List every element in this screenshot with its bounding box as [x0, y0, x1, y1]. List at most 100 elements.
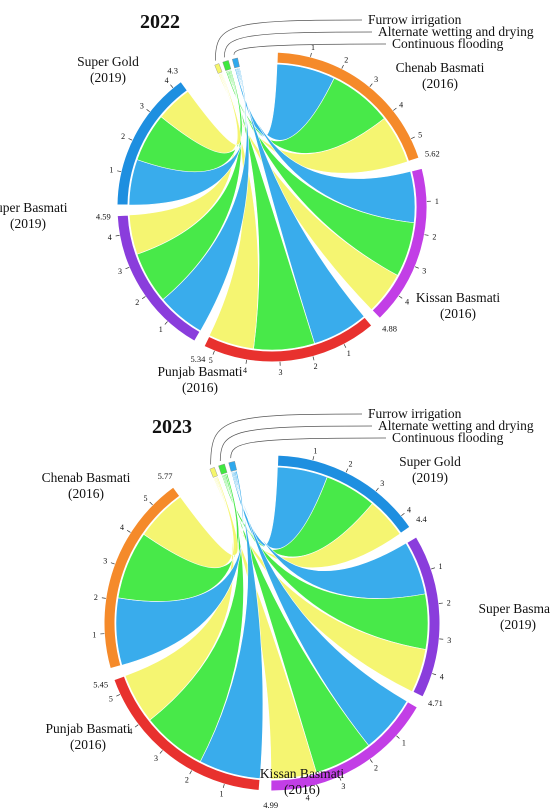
segment-year-kissan-basmati: (2016): [440, 306, 476, 321]
tick-mark: [401, 512, 405, 517]
segment-total-label: 4.71: [428, 698, 443, 708]
ticks-kissan-basmati: 1 2 3 4: [305, 735, 406, 802]
tick-label: 2: [349, 459, 353, 468]
tick-mark: [149, 501, 153, 506]
tick-label: 4: [243, 366, 247, 375]
segment-year-punjab-basmati: (2016): [182, 380, 218, 395]
segment-label-kissan-basmati: Kissan Basmati: [260, 766, 345, 781]
tick-mark: [343, 344, 347, 348]
segment-year-super-basmati: (2019): [10, 216, 46, 231]
tick-mark: [101, 597, 106, 599]
ticks-chenab-basmati: 1 2 3 4 5: [92, 494, 153, 639]
tick-label: 2: [314, 362, 318, 371]
tick-mark: [414, 266, 419, 269]
segment-super-basmati: [406, 536, 441, 698]
flow-source-alternate-wetting-and-drying: [222, 60, 232, 71]
legend-entry-continuous-flooding: Continuous flooding: [392, 36, 504, 51]
tick-label: 1: [159, 325, 163, 334]
tick-label: 3: [374, 75, 378, 84]
tick-label: 3: [103, 557, 107, 566]
tick-label: 1: [313, 446, 317, 455]
tick-label: 1: [347, 349, 351, 358]
tick-label: 2: [94, 593, 98, 602]
tick-mark: [212, 350, 215, 355]
segment-chenab-basmati: [103, 486, 181, 670]
tick-label: 4: [399, 100, 403, 109]
tick-label: 5: [418, 130, 422, 139]
tick-mark: [189, 770, 192, 775]
segment-total-label: 5.45: [93, 679, 108, 689]
ticks-super-basmati: 1 2 3 4: [108, 233, 168, 334]
tick-label: 4: [407, 505, 411, 514]
tick-label: 5: [143, 494, 147, 503]
tick-mark: [430, 567, 435, 570]
segment-year-super-basmati: (2019): [500, 617, 536, 632]
legend-leader-alternate-wetting-and-drying: [223, 31, 373, 58]
tick-label: 1: [92, 630, 96, 639]
segment-punjab-basmati: [203, 316, 373, 363]
tick-label: 2: [121, 132, 125, 141]
tick-label: 4: [306, 793, 310, 802]
tick-label: 1: [435, 197, 439, 206]
tick-label: 4: [128, 727, 132, 736]
tick-label: 3: [154, 754, 158, 763]
legend-entry-furrow-irrigation: Furrow irrigation: [368, 406, 462, 421]
tick-label: 3: [380, 479, 384, 488]
legend-entry-furrow-irrigation: Furrow irrigation: [368, 12, 462, 27]
tick-mark: [432, 673, 437, 676]
ticks-super-gold: 1 2 3 4: [109, 76, 174, 174]
tick-mark: [341, 64, 344, 69]
tick-label: 2: [344, 56, 348, 65]
ribbon-chenab-basmati-furrow-irrigation: [143, 476, 239, 569]
tick-label: 3: [341, 782, 345, 791]
tick-label: 2: [374, 763, 378, 772]
tick-label: 2: [135, 298, 139, 307]
segment-total-label: 4.99: [263, 800, 278, 810]
segment-label-super-basmati: Super Basmati: [0, 200, 68, 215]
segment-year-super-gold: (2019): [90, 70, 126, 85]
segment-label-super-basmati: Super Basmati: [478, 601, 550, 616]
tick-label: 4: [165, 76, 169, 85]
segment-label-super-gold: Super Gold: [77, 54, 139, 69]
segment-label-punjab-basmati: Punjab Basmati: [45, 721, 130, 736]
segment-total-label: 5.62: [425, 148, 440, 158]
tick-label: 4: [108, 233, 112, 242]
tick-mark: [117, 170, 122, 173]
tick-label: 4: [120, 523, 124, 532]
ribbons: [128, 63, 416, 351]
tick-mark: [369, 83, 373, 87]
tick-mark: [159, 750, 163, 754]
tick-mark: [305, 787, 307, 792]
flow-source-continuous-flooding: [231, 57, 240, 69]
segment-label-super-gold: Super Gold: [399, 454, 461, 469]
tick-mark: [369, 759, 373, 763]
tick-label: 5: [209, 356, 213, 365]
tick-label: 3: [422, 267, 426, 276]
segment-label-punjab-basmati: Punjab Basmati: [157, 364, 242, 379]
segment-year-punjab-basmati: (2016): [70, 737, 106, 752]
tick-mark: [411, 136, 415, 140]
flow-source-furrow-irrigation: [209, 467, 218, 478]
tick-label: 4: [440, 673, 444, 682]
legend-leader-continuous-flooding: [233, 43, 387, 55]
tick-label: 3: [447, 636, 451, 645]
ticks-punjab-basmati: 1 2 3 4 5: [209, 344, 351, 377]
tick-label: 3: [279, 368, 283, 377]
tick-mark: [134, 724, 139, 728]
segment-year-super-gold: (2019): [412, 470, 448, 485]
segment-year-kissan-basmati: (2016): [284, 782, 320, 797]
segment-chenab-basmati: [276, 51, 420, 163]
tick-mark: [312, 456, 315, 461]
tick-mark: [126, 530, 131, 533]
flow-source-alternate-wetting-and-drying: [218, 463, 228, 475]
tick-label: 3: [118, 267, 122, 276]
legend-leader-alternate-wetting-and-drying: [219, 425, 373, 462]
segment-kissan-basmati: [371, 167, 428, 320]
segment-total-label: 4.4: [416, 514, 427, 524]
tick-label: 4: [405, 298, 409, 307]
tick-label: 3: [140, 102, 144, 111]
tick-mark: [222, 783, 225, 789]
tick-mark: [245, 359, 247, 364]
tick-mark: [141, 296, 146, 300]
